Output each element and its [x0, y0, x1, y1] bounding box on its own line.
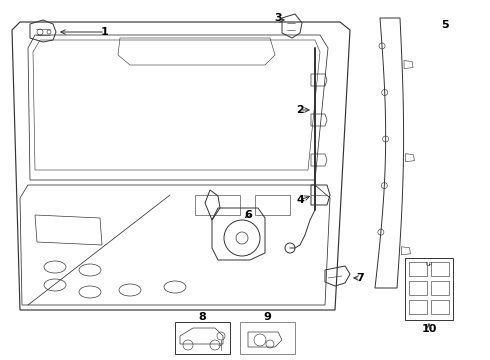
Bar — [431, 262, 449, 276]
Text: 1: 1 — [101, 27, 109, 37]
Text: 4: 4 — [296, 195, 304, 205]
Text: 9: 9 — [263, 312, 271, 322]
Bar — [431, 300, 449, 314]
Bar — [175, 322, 230, 354]
Bar — [405, 258, 453, 320]
Text: UP: UP — [425, 261, 433, 266]
Text: 6: 6 — [244, 210, 252, 220]
Text: 7: 7 — [356, 273, 364, 283]
Bar — [409, 281, 427, 295]
Bar — [409, 300, 427, 314]
Text: 8: 8 — [198, 312, 206, 322]
Bar — [240, 322, 295, 354]
Text: 2: 2 — [296, 105, 304, 115]
Text: 10: 10 — [421, 324, 437, 334]
Bar — [409, 262, 427, 276]
Bar — [431, 281, 449, 295]
Text: 5: 5 — [441, 20, 449, 30]
Text: 3: 3 — [274, 13, 282, 23]
